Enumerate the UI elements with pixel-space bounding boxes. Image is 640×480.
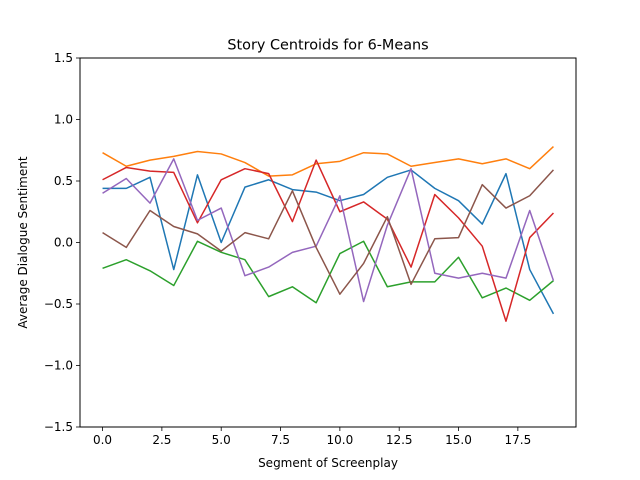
x-tick-label: 15.0 xyxy=(445,433,472,447)
chart-title: Story Centroids for 6-Means xyxy=(227,38,428,54)
series-line-6 xyxy=(102,169,555,295)
y-tick-label: −1.5 xyxy=(44,420,73,434)
x-axis: 0.0 2.5 5.0 7.5 10.0 12.5 15.0 17.5 xyxy=(93,427,531,447)
x-tick-label: 12.5 xyxy=(386,433,413,447)
y-tick-label: 1.5 xyxy=(54,51,73,65)
y-tick-label: 0.5 xyxy=(54,174,73,188)
series-line-5 xyxy=(102,158,555,303)
series-line-1 xyxy=(102,169,555,315)
y-tick-label: 1.0 xyxy=(54,113,73,127)
y-axis: −1.5 −1.0 −0.5 0.0 0.5 1.0 1.5 xyxy=(44,51,80,434)
x-tick-label: 7.5 xyxy=(271,433,290,447)
plot-frame xyxy=(79,57,577,428)
x-tick-label: 17.5 xyxy=(504,433,531,447)
series-line-4 xyxy=(102,159,554,322)
x-axis-label: Segment of Screenplay xyxy=(258,456,398,470)
x-tick-label: 0.0 xyxy=(93,433,112,447)
series-line-3 xyxy=(102,240,554,304)
x-tick-label: 2.5 xyxy=(152,433,171,447)
y-tick-label: −0.5 xyxy=(44,297,73,311)
y-tick-label: 0.0 xyxy=(54,236,73,250)
y-axis-label: Average Dialogue Sentiment xyxy=(16,156,30,328)
x-tick-label: 5.0 xyxy=(212,433,231,447)
series-line-2 xyxy=(102,146,554,177)
y-tick-label: −1.0 xyxy=(44,359,73,373)
x-tick-label: 10.0 xyxy=(327,433,354,447)
series-layer xyxy=(102,146,555,322)
